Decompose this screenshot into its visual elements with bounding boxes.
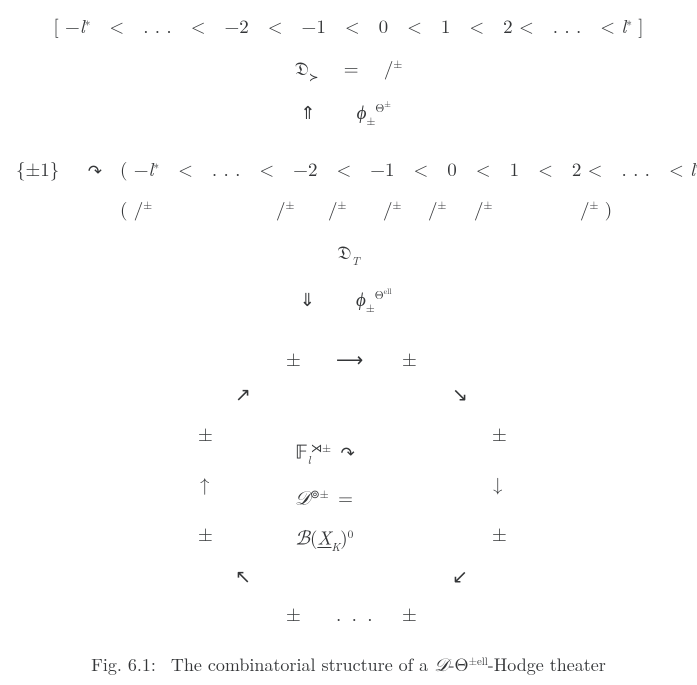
arrow-up-left-icon: ↖ — [235, 562, 251, 589]
quotient-cell-4: /± — [428, 195, 446, 222]
phi-theta-ell: ϕ±Θell — [356, 285, 397, 312]
hub-line-1: 𝔽l⋊± ↷ — [295, 430, 355, 476]
d-t-text: 𝔇T — [337, 238, 359, 265]
chain-middle: ( −l∗ < . . . < −2 < −1 < 0 < 1 < 2 < . … — [0, 155, 697, 182]
chain-middle-text: ( −l∗ < . . . < −2 < −1 < 0 < 1 < 2 < . … — [120, 155, 697, 182]
arrow-right-icon: ⟶ — [336, 345, 363, 372]
arrow-up-right-icon: ↗ — [235, 380, 251, 407]
quotient-cell-1: /± — [276, 195, 294, 222]
arrow-down-icon: ↓ — [493, 470, 503, 497]
chain-top: [ −l∗ < . . . < −2 < −1 < 0 < 1 < 2 < . … — [0, 12, 697, 39]
octagon-node: ± — [198, 520, 213, 547]
caption-text: Fig. 6.1: The combinatorial structure of… — [91, 652, 606, 677]
hub-line-2: 𝒟⊚± = — [295, 476, 355, 516]
chain-top-text: [ −l∗ < . . . < −2 < −1 < 0 < 1 < 2 < . … — [53, 12, 643, 39]
octagon-node: ± — [286, 345, 301, 372]
figure-page: [ −l∗ < . . . < −2 < −1 < 0 < 1 < 2 < . … — [0, 0, 697, 685]
octagon-node: ± — [402, 345, 417, 372]
arrow-down-right-icon: ↘ — [452, 380, 468, 407]
octagon-node: ± — [198, 420, 213, 447]
dsucc-lhs: 𝔇≻ — [295, 54, 319, 81]
quotient-cell-6: /± ) — [580, 195, 612, 222]
arrow-down-left-icon: ↙ — [452, 562, 468, 589]
hub-line-3: ℬ(XK)0 — [295, 516, 355, 562]
quotient-cell-3: /± — [383, 195, 401, 222]
octagon-node: ± — [402, 600, 417, 627]
double-up-arrow-icon: ⇑ — [300, 100, 315, 125]
phi-theta-pm: ϕ±Θ± — [357, 98, 397, 125]
quotient-cell-2: /± — [328, 195, 346, 222]
dsucc-rhs: /± — [384, 54, 402, 81]
figure-caption: Fig. 6.1: The combinatorial structure of… — [0, 652, 697, 677]
octagon-hub: 𝔽l⋊± ↷ 𝒟⊚± = ℬ(XK)0 — [295, 430, 355, 563]
octagon-node: ± — [286, 600, 301, 627]
arrow-up-icon: ↑ — [200, 470, 210, 497]
up-arrow-row: ⇑ ϕ±Θ± — [0, 98, 697, 128]
double-down-arrow-icon: ⇓ — [300, 287, 315, 312]
equals-sign: = — [325, 54, 378, 81]
ellipsis-icon: . . . — [336, 600, 375, 627]
quotient-cell-5: /± — [474, 195, 492, 222]
quotient-cell-0: ( /± — [120, 195, 152, 222]
dsucc-equation: 𝔇≻ = /± — [0, 54, 697, 84]
octagon-node: ± — [492, 520, 507, 547]
down-arrow-row: ⇓ ϕ±Θell — [0, 285, 697, 315]
octagon-node: ± — [492, 420, 507, 447]
d-t-symbol: 𝔇T — [0, 238, 697, 268]
